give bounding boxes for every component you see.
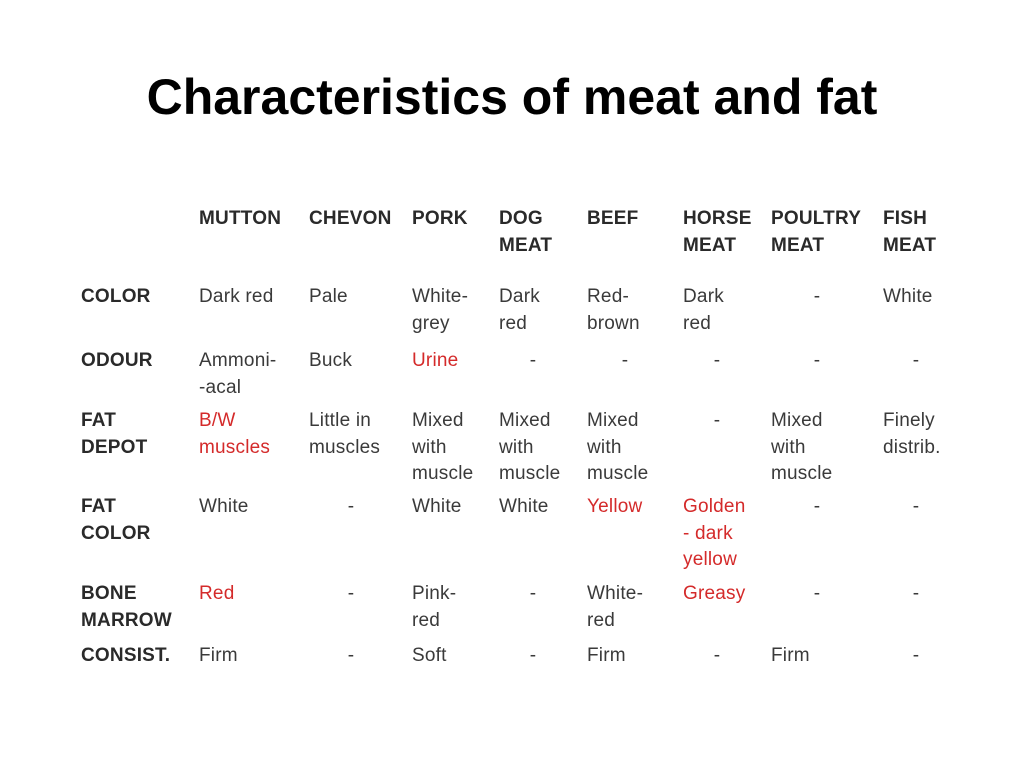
table-cell: - [912, 583, 920, 604]
table-cell: Greasy [683, 583, 746, 604]
row-label-bone-marrow: BONE MARROW [81, 583, 172, 631]
table-cell: Ammoni- -acal [199, 350, 277, 398]
table-cell: Yellow [587, 496, 643, 517]
table-cell: - [347, 496, 355, 517]
table-cell: Little in muscles [309, 410, 381, 458]
table-cell: White [412, 496, 462, 517]
row-label-consist: CONSIST. [81, 645, 171, 666]
row-label-fat-depot: FAT DEPOT [81, 410, 148, 458]
table-cell: Pale [309, 286, 348, 307]
table-cell: Urine [412, 350, 459, 371]
table-cell: Buck [309, 350, 353, 371]
column-header-chevon: CHEVON [309, 208, 392, 229]
table-cell: White [883, 286, 933, 307]
column-header-mutton: MUTTON [199, 208, 282, 229]
table-cell: Mixed with muscle [412, 410, 474, 484]
table-cell: - [813, 496, 821, 517]
column-header-pork: PORK [412, 208, 468, 229]
table-cell: Firm [587, 645, 626, 666]
table-cell: White [499, 496, 549, 517]
table-cell: - [813, 286, 821, 307]
table-cell: - [912, 496, 920, 517]
table-cell: Dark red [683, 286, 724, 334]
column-header-horse-meat: HORSE MEAT [683, 208, 752, 256]
table-cell: Golden - dark yellow [683, 496, 746, 570]
table-cell: - [713, 645, 721, 666]
row-label-fat-color: FAT COLOR [81, 496, 151, 544]
table-cell: Firm [771, 645, 810, 666]
table-cell: Finely distrib. [883, 410, 941, 458]
table-cell: - [529, 350, 537, 371]
table-cell: Soft [412, 645, 447, 666]
column-header-fish-meat: FISH MEAT [883, 208, 937, 256]
table-cell: Red [199, 583, 235, 604]
table-cell: - [347, 645, 355, 666]
table-cell: Mixed with muscle [499, 410, 561, 484]
table-cell: - [813, 583, 821, 604]
table-cell: - [912, 645, 920, 666]
table-cell: - [912, 350, 920, 371]
table-cell: - [813, 350, 821, 371]
table-cell: B/W muscles [199, 410, 271, 458]
table-cell: Dark red [199, 286, 274, 307]
column-header-beef: BEEF [587, 208, 639, 229]
table-cell: - [713, 410, 721, 431]
table-cell: White- red [587, 583, 644, 631]
table-cell: Mixed with muscle [771, 410, 833, 484]
table-cell: Red- brown [587, 286, 640, 334]
table-cell: Firm [199, 645, 238, 666]
table-cell: - [529, 645, 537, 666]
row-label-color: COLOR [81, 286, 151, 307]
table-cell: - [529, 583, 537, 604]
row-label-odour: ODOUR [81, 350, 153, 371]
column-header-poultry-meat: POULTRY MEAT [771, 208, 862, 256]
table-cell: White [199, 496, 249, 517]
table-cell: - [347, 583, 355, 604]
table-cell: Mixed with muscle [587, 410, 649, 484]
table-cell: Dark red [499, 286, 540, 334]
column-header-dog-meat: DOG MEAT [499, 208, 553, 256]
table-cell: - [713, 350, 721, 371]
table-cell: White- grey [412, 286, 469, 334]
table-cell: Pink- red [412, 583, 457, 631]
slide-title: Characteristics of meat and fat [146, 69, 878, 125]
table-cell: - [621, 350, 629, 371]
